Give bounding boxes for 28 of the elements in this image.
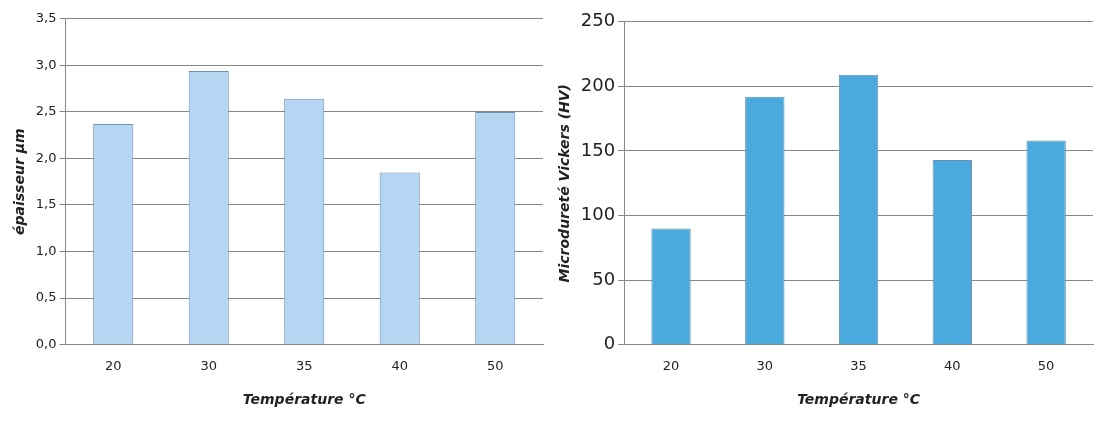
x-tick-label: 50 — [1037, 357, 1055, 373]
y-tick-label: 200 — [580, 74, 616, 96]
y-tick-label: 0,5 — [35, 289, 57, 305]
y-tick-label: 3,0 — [35, 56, 57, 72]
y-tick-label: 1,0 — [35, 242, 57, 258]
y-tick-label: 0 — [603, 332, 616, 354]
x-tick-label: 30 — [200, 357, 218, 373]
x-tick-label: 35 — [295, 357, 313, 373]
y-tick-label: 50 — [592, 267, 616, 289]
y-axis-title: épaisseur µm — [11, 128, 28, 235]
x-axis-title: Température °C — [797, 391, 921, 408]
x-tick-label: 40 — [391, 357, 409, 373]
x-tick-label: 35 — [850, 357, 867, 373]
x-tick-label: 50 — [486, 357, 504, 373]
y-tick-label: 1,5 — [35, 196, 57, 212]
y-tick-label: 250 — [580, 9, 616, 31]
x-axis-title: Température °C — [242, 391, 367, 408]
x-tick-label: 30 — [756, 357, 774, 373]
x-tick-label: 20 — [662, 357, 680, 373]
y-tick-label: 2,5 — [35, 103, 57, 119]
y-tick-label: 150 — [580, 138, 616, 160]
x-tick-label: 40 — [944, 357, 961, 373]
y-tick-label: 2,0 — [35, 149, 57, 165]
y-tick-label: 0,0 — [35, 335, 57, 351]
y-axis-title: Microdureté Vickers (HV) — [556, 83, 573, 283]
y-tick-label: 3,5 — [35, 10, 57, 26]
y-tick-label: 100 — [580, 203, 616, 225]
x-tick-label: 20 — [104, 357, 122, 373]
